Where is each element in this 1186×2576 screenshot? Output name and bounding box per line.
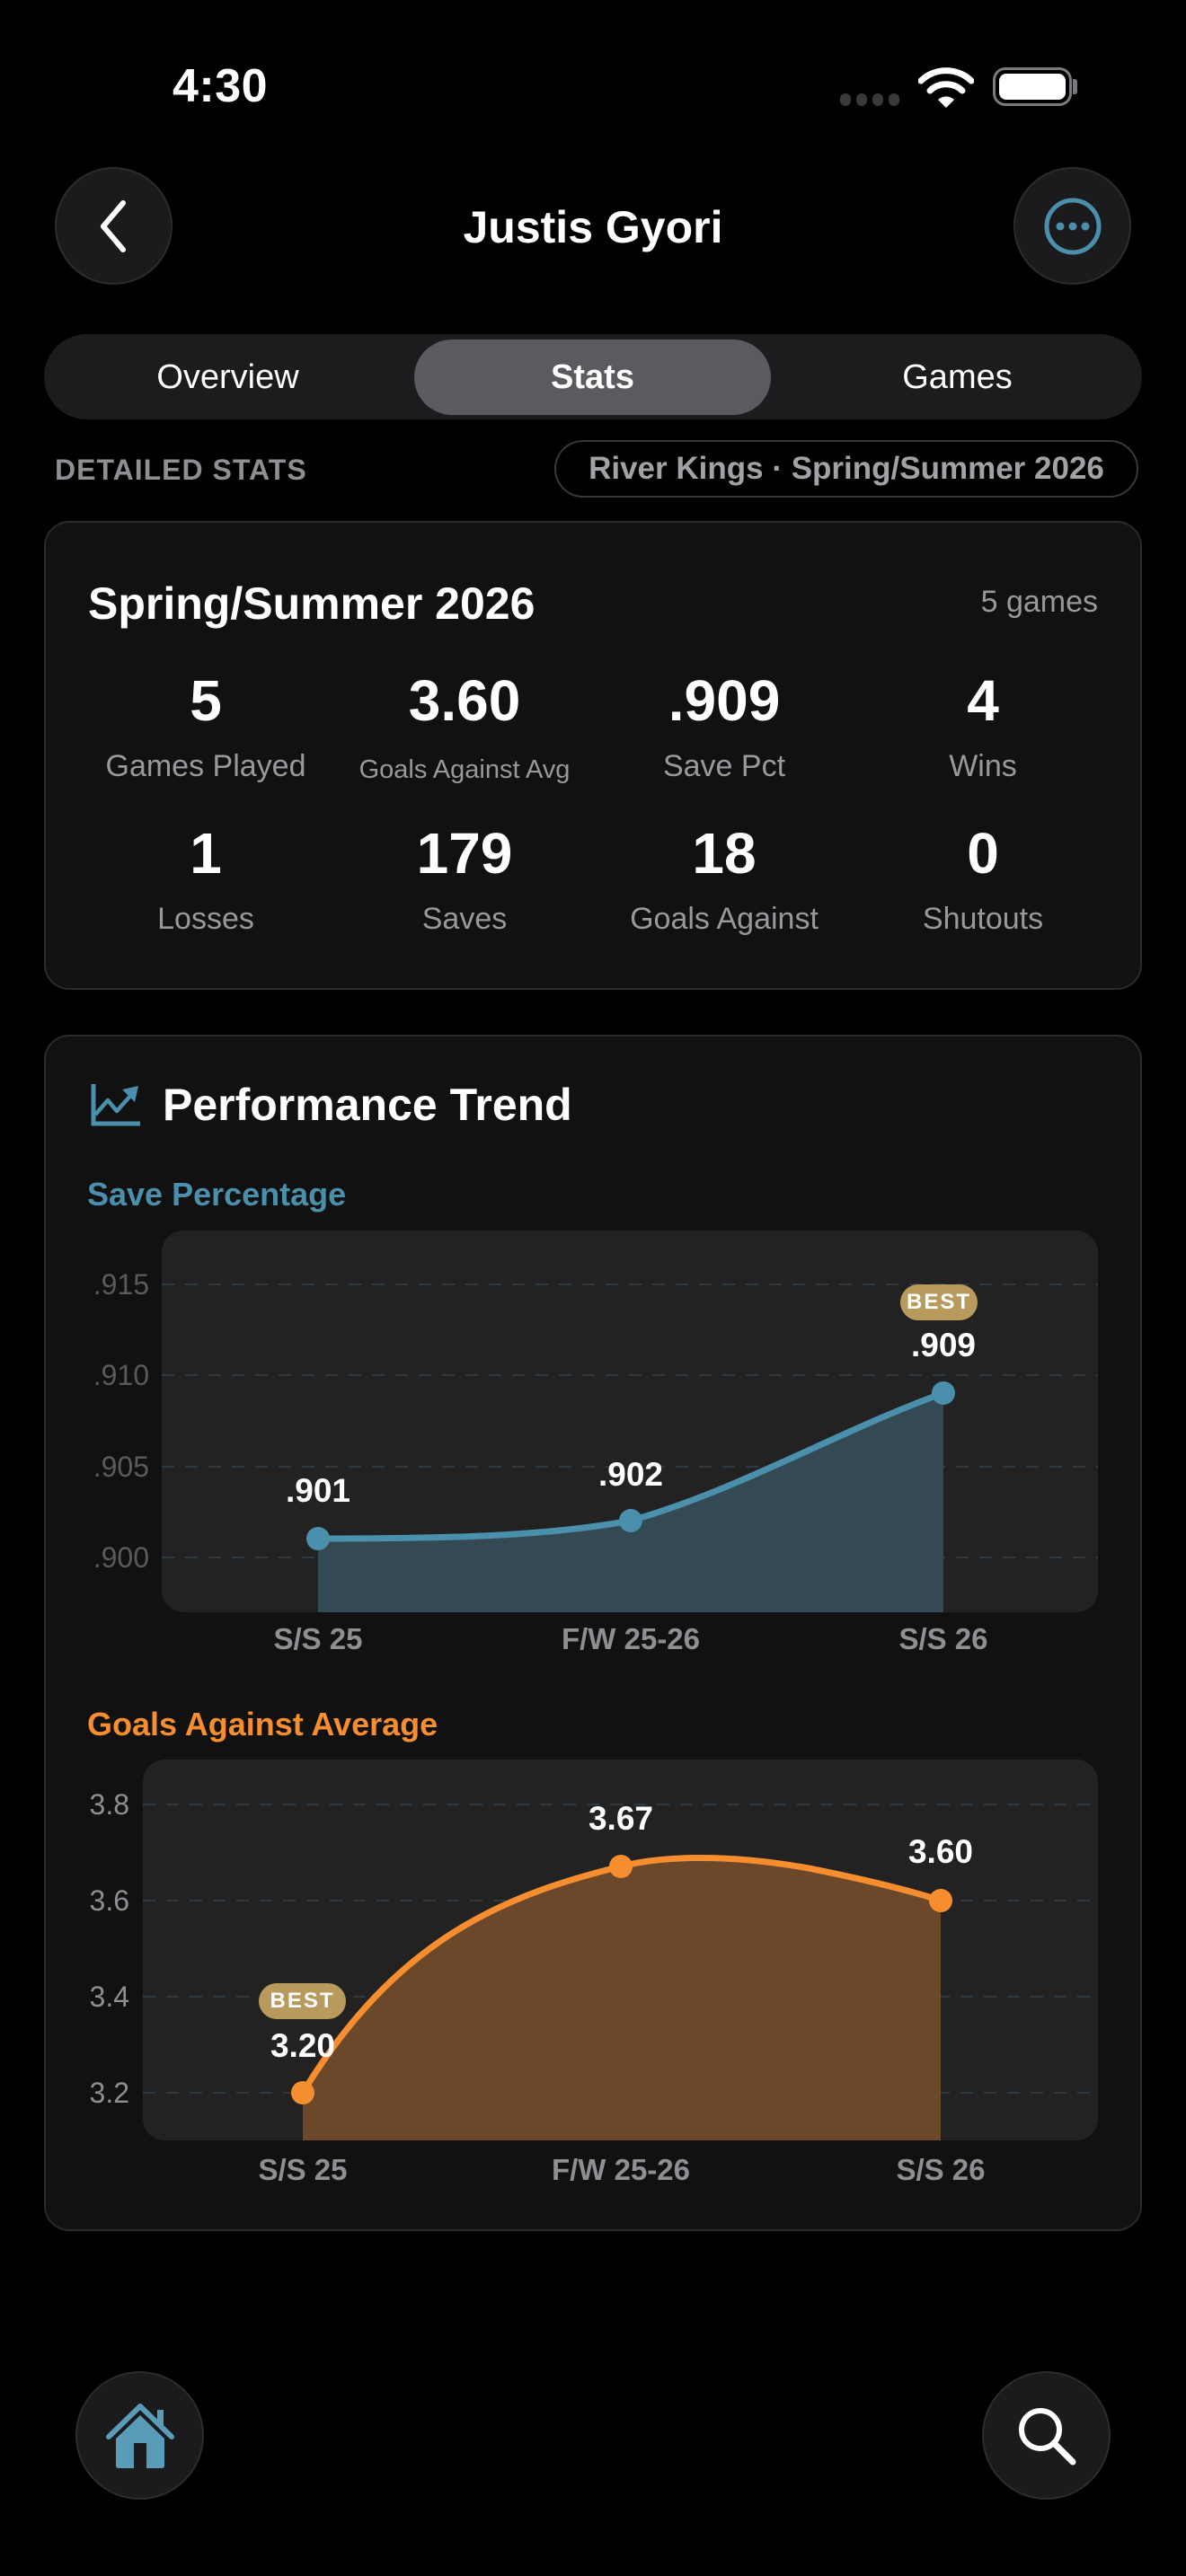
x-tick: S/S 25 [273,1622,363,1655]
stat-losses: 1 Losses [75,822,336,937]
stat-label: Goals Against [630,902,819,936]
stat-gaa: 3.60 Goals Against Avg [334,669,595,788]
stat-games-played: 5 Games Played [75,669,336,784]
stat-label: Saves [421,902,508,936]
stat-value: .909 [668,668,781,733]
best-badge: BEST [259,1983,346,2019]
stat-label: Goals Against Avg [358,755,571,784]
y-tick: .915 [93,1268,149,1301]
battery-cap [1073,79,1077,94]
stat-wins: 4 Wins [853,669,1113,784]
chevron-left-icon [100,199,126,252]
home-button[interactable] [75,2371,204,2500]
house-icon [105,2403,174,2468]
gaa-chart [143,1760,1098,2140]
chart-title-gaa: Goals Against Average [87,1706,438,1742]
best-badge: BEST [900,1284,978,1320]
trend-title: Performance Trend [163,1080,572,1130]
stat-label: Wins [949,749,1017,783]
tab-overview[interactable]: Overview [156,357,299,396]
data-label: 3.60 [907,1833,973,1870]
x-tick: S/S 26 [898,1622,988,1655]
stat-value: 0 [967,821,999,886]
tab-games[interactable]: Games [902,357,1013,396]
y-tick: .910 [93,1359,149,1391]
data-label: 3.67 [588,1800,653,1837]
save-pct-chart [162,1231,1098,1612]
more-options-button[interactable] [1013,167,1131,285]
x-tick: S/S 26 [896,2153,986,2186]
y-tick: 3.8 [89,1788,129,1821]
stat-value: 1 [190,821,222,886]
x-tick: F/W 25-26 [551,2153,691,2186]
x-tick: F/W 25-26 [561,1622,701,1655]
page-title: Justis Gyori [463,202,723,252]
x-tick: S/S 25 [258,2153,348,2186]
stat-label: Losses [157,902,254,936]
season-stats-card: Spring/Summer 2026 5 games 5 Games Playe… [44,521,1142,990]
stat-value: 5 [190,668,222,733]
stat-save-pct: .909 Save Pct [594,669,854,784]
y-tick: 3.4 [89,1981,129,2013]
chart-title-save-pct: Save Percentage [87,1176,347,1213]
season-title: Spring/Summer 2026 [88,578,535,629]
data-label: .901 [285,1472,350,1509]
wifi-icon [918,67,974,108]
stat-value: 3.60 [408,668,521,733]
data-label: .902 [597,1456,663,1493]
stat-label: Games Played [105,749,306,783]
games-count: 5 games [980,585,1098,619]
back-button[interactable] [55,167,173,285]
stat-value: 179 [416,821,513,886]
cellular-signal-icon [840,0,903,117]
tab-bar: Overview Stats Games [44,334,1142,419]
ellipsis-circle-icon [1044,198,1101,254]
y-tick: 3.6 [89,1884,129,1917]
team-season-filter[interactable]: River Kings · Spring/Summer 2026 [554,440,1138,498]
data-label: 3.20 [270,2027,335,2064]
stat-value: 18 [692,821,757,886]
tab-stats[interactable]: Stats [414,340,771,415]
battery-icon [993,67,1072,106]
search-button[interactable] [982,2371,1111,2500]
stat-goals-against: 18 Goals Against [594,822,854,937]
chart-line-uptrend-icon [91,1084,140,1126]
y-tick: 3.2 [89,2077,129,2109]
stat-label: Shutouts [922,902,1044,936]
stat-label: Save Pct [662,749,786,783]
data-label: .909 [910,1327,976,1363]
stat-saves: 179 Saves [334,822,595,937]
stat-value: 4 [967,668,999,733]
status-time: 4:30 [173,60,269,112]
y-tick: .900 [93,1541,149,1574]
y-tick: .905 [93,1451,149,1483]
section-label: DETAILED STATS [55,454,307,486]
stat-shutouts: 0 Shutouts [853,822,1113,937]
magnifying-glass-icon [1018,2407,1075,2465]
